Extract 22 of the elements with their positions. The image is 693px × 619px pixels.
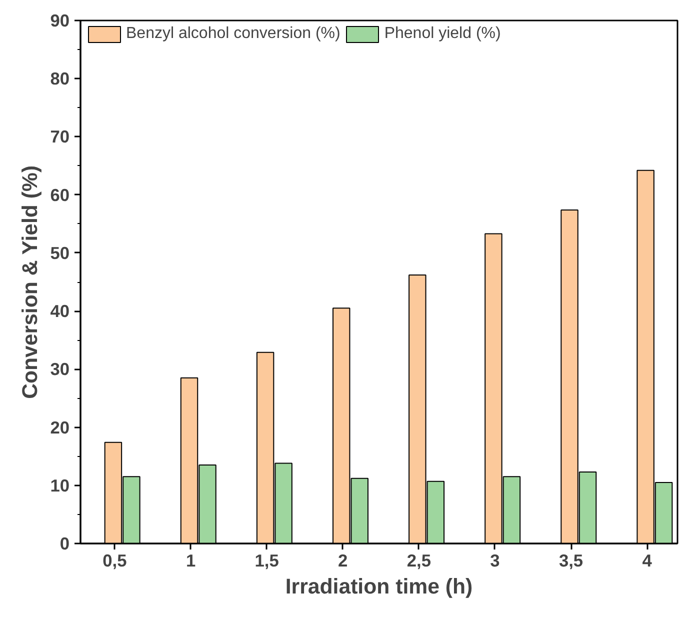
y-tick-label: 90 (50, 10, 70, 30)
x-axis-title: Irradiation time (h) (285, 574, 473, 598)
x-tick-label: 0,5 (102, 550, 128, 570)
y-tick-label: 10 (50, 475, 70, 496)
y-tick-label: 20 (50, 417, 70, 438)
y-tick-label: 0 (60, 534, 70, 554)
x-tick-label: 4 (642, 550, 652, 570)
legend-label: Benzyl alcohol conversion (%) (126, 25, 340, 43)
x-tick-label: 3 (490, 550, 500, 570)
x-tick-label: 1,5 (254, 550, 280, 570)
x-tick-label: 3,5 (558, 550, 584, 570)
y-tick-label: 60 (50, 184, 70, 205)
legend-label: Phenol yield (%) (384, 25, 501, 43)
y-tick-label: 30 (50, 359, 70, 380)
y-tick-label: 70 (50, 126, 70, 147)
y-axis-title: Conversion & Yield (%) (18, 165, 42, 399)
y-tick-label: 40 (50, 301, 70, 322)
x-tick-label: 2 (338, 550, 348, 570)
x-tick-label: 2,5 (406, 550, 432, 570)
y-tick-label: 80 (50, 68, 70, 89)
x-tick-label: 1 (186, 550, 196, 570)
y-tick-label: 50 (50, 242, 70, 263)
